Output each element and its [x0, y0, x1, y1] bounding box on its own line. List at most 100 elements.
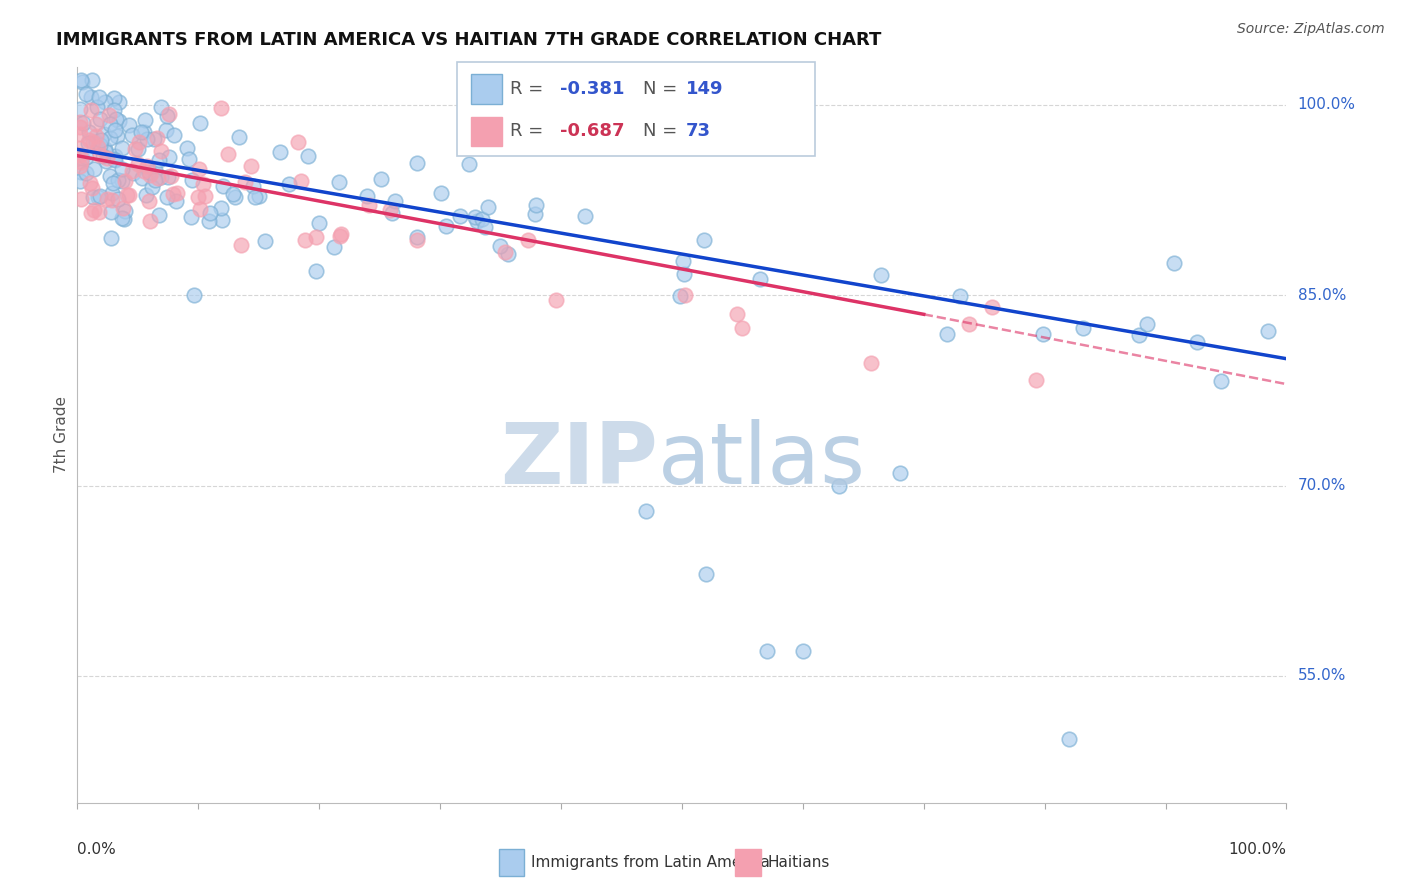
Point	[221, 187, 243, 202]
Point	[111, 211, 134, 226]
Point	[157, 169, 180, 184]
Point	[107, 193, 129, 207]
Point	[72, 116, 94, 130]
Point	[792, 643, 814, 657]
Point	[357, 198, 380, 212]
Point	[1071, 321, 1094, 335]
Point	[330, 227, 353, 241]
Point	[96, 154, 118, 169]
Point	[870, 268, 893, 282]
Text: 149: 149	[686, 79, 724, 98]
Point	[370, 172, 392, 186]
Point	[471, 211, 494, 226]
Point	[94, 142, 117, 156]
Point	[457, 157, 479, 171]
Point	[1032, 327, 1054, 342]
Point	[107, 173, 129, 187]
Point	[132, 164, 155, 178]
Point	[155, 123, 177, 137]
Point	[233, 175, 256, 189]
Point	[103, 152, 125, 166]
Point	[190, 202, 212, 216]
Text: N =: N =	[643, 122, 682, 140]
Point	[80, 103, 103, 117]
Point	[755, 643, 778, 657]
Point	[114, 204, 136, 219]
Point	[183, 288, 205, 302]
Point	[91, 149, 114, 163]
Point	[177, 152, 200, 166]
Point	[103, 91, 125, 105]
Point	[162, 186, 184, 201]
Point	[94, 144, 117, 158]
Text: Immigrants from Latin America: Immigrants from Latin America	[531, 855, 770, 870]
Point	[209, 201, 232, 215]
Point	[211, 213, 233, 227]
Point	[405, 230, 427, 244]
Point	[98, 131, 121, 145]
Text: Haitians: Haitians	[768, 855, 830, 870]
Point	[859, 356, 882, 370]
Point	[731, 320, 754, 334]
Point	[247, 189, 270, 203]
Point	[187, 190, 209, 204]
Point	[80, 72, 103, 87]
Point	[127, 156, 149, 170]
Point	[108, 95, 131, 110]
Point	[94, 95, 117, 109]
Point	[69, 159, 91, 173]
Point	[83, 203, 105, 218]
Point	[243, 189, 266, 203]
Text: R =: R =	[510, 79, 550, 98]
Point	[254, 234, 277, 248]
Point	[134, 125, 156, 139]
Point	[356, 189, 378, 203]
Point	[135, 132, 157, 146]
Point	[139, 213, 162, 227]
Point	[69, 127, 91, 141]
Point	[308, 216, 330, 230]
Point	[477, 200, 499, 214]
Point	[449, 209, 471, 223]
Point	[305, 230, 328, 244]
Point	[156, 109, 179, 123]
Point	[405, 233, 427, 247]
Point	[749, 272, 772, 286]
Point	[384, 194, 406, 209]
Point	[1128, 328, 1150, 343]
Point	[673, 288, 696, 302]
Point	[180, 211, 202, 225]
Point	[1057, 732, 1080, 747]
Point	[75, 150, 97, 164]
Point	[103, 176, 125, 190]
Point	[695, 567, 717, 582]
Point	[148, 153, 170, 168]
Point	[181, 172, 204, 186]
Text: 70.0%: 70.0%	[1298, 478, 1346, 493]
Point	[89, 137, 111, 152]
Point	[131, 171, 153, 186]
Point	[75, 87, 97, 101]
Point	[138, 194, 160, 208]
Point	[889, 466, 911, 480]
Point	[128, 135, 150, 149]
Point	[160, 169, 183, 184]
Point	[498, 246, 520, 260]
Point	[242, 179, 264, 194]
Point	[82, 190, 104, 204]
Point	[108, 114, 131, 128]
Point	[494, 244, 516, 259]
Point	[148, 209, 170, 223]
Point	[277, 177, 299, 191]
Point	[87, 90, 110, 104]
Point	[544, 293, 567, 308]
Text: -0.687: -0.687	[560, 122, 624, 140]
Point	[378, 203, 401, 218]
Point	[80, 90, 103, 104]
Point	[84, 135, 107, 149]
Point	[89, 148, 111, 162]
Point	[96, 151, 118, 165]
Point	[524, 198, 547, 212]
Point	[150, 100, 173, 114]
Point	[118, 188, 141, 202]
